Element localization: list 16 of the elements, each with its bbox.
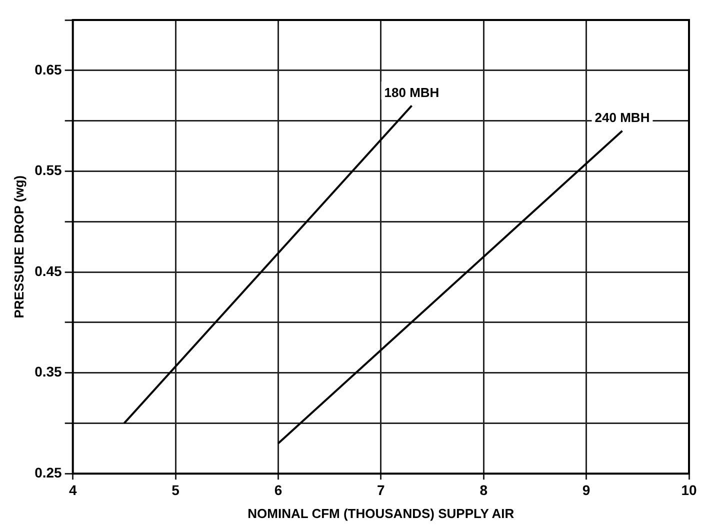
series-label: 180 MBH [384,84,440,100]
y-tick-label: 0.45 [34,262,62,279]
y-tick-label: 0.25 [34,464,62,480]
x-tick-label: 10 [681,482,697,498]
x-tick-label: 4 [68,482,77,498]
series-label: 240 MBH [594,110,650,125]
x-tick-label: 9 [582,482,590,498]
x-tick-label: 5 [172,482,180,498]
x-tick-label: 8 [480,482,488,498]
y-tick-label: 0.65 [34,61,62,78]
x-axis-title: NOMINAL CFM (THOUSANDS) SUPPLY AIR [248,506,515,521]
y-tick-label: 0.55 [34,162,62,178]
x-tick-label: 7 [377,482,386,498]
y-axis-title: PRESSURE DROP (wg) [11,175,26,318]
x-tick-label: 6 [274,482,282,498]
y-tick-label: 0.35 [34,364,62,380]
